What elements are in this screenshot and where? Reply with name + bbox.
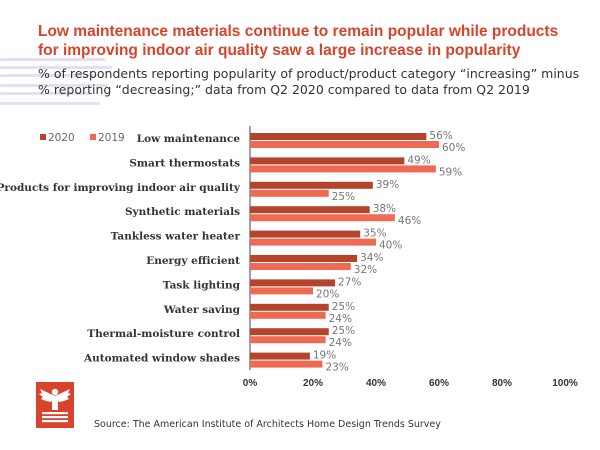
data-label-2019: 60% xyxy=(442,142,465,154)
chart-subtitle: % of respondents reporting popularity of… xyxy=(38,66,580,97)
bar-2019 xyxy=(250,165,436,173)
data-label-2020: 49% xyxy=(407,154,430,166)
bar-2019 xyxy=(250,311,326,319)
aia-eagle-logo-icon xyxy=(36,382,74,428)
bar-2019 xyxy=(250,214,395,222)
data-label-2019: 59% xyxy=(439,166,462,178)
bar-2020 xyxy=(250,352,310,360)
bar-2019 xyxy=(250,336,326,344)
bar-2020 xyxy=(250,206,370,214)
category-label: Low maintenance xyxy=(137,133,241,145)
legend-swatch-2019 xyxy=(90,134,96,140)
bar-2020 xyxy=(250,133,427,140)
bar-2019 xyxy=(250,360,323,368)
data-label-2019: 40% xyxy=(379,240,402,252)
data-label-2019: 32% xyxy=(354,264,377,276)
bar-2020 xyxy=(250,230,361,238)
data-label-2020: 25% xyxy=(332,301,355,313)
x-tick-label: 80% xyxy=(492,378,512,389)
data-label-2020: 39% xyxy=(376,179,399,191)
category-label: Synthetic materials xyxy=(125,206,240,218)
legend-label-2019: 2019 xyxy=(98,132,125,144)
bar-2020 xyxy=(250,279,336,287)
bar-2020 xyxy=(250,328,329,336)
data-label-2020: 38% xyxy=(373,203,396,215)
bar-2019 xyxy=(250,141,439,148)
bar-2020 xyxy=(250,181,373,189)
chart-title: Low maintenance materials continue to re… xyxy=(38,23,559,59)
data-label-2020: 35% xyxy=(363,228,386,240)
bar-2019 xyxy=(250,238,376,246)
data-label-2020: 34% xyxy=(360,252,383,264)
data-label-2020: 56% xyxy=(429,130,452,142)
x-tick-label: 20% xyxy=(303,378,323,389)
category-label: Energy efficient xyxy=(146,255,240,267)
data-label-2019: 20% xyxy=(316,288,339,300)
bar-2019 xyxy=(250,287,313,295)
x-tick-label: 40% xyxy=(366,378,386,389)
bar-2020 xyxy=(250,157,405,165)
category-label: Products for improving indoor air qualit… xyxy=(0,182,241,194)
x-tick-label: 100% xyxy=(552,378,578,389)
category-label: Automated window shades xyxy=(83,353,240,365)
bar-2020 xyxy=(250,255,358,262)
category-label: Tankless water heater xyxy=(111,231,241,243)
legend-label-2020: 2020 xyxy=(48,132,75,144)
data-label-2020: 25% xyxy=(332,325,355,337)
data-label-2019: 24% xyxy=(329,313,352,325)
data-label-2019: 46% xyxy=(398,215,421,227)
legend-swatch-2020 xyxy=(40,134,46,140)
x-tick-label: 0% xyxy=(243,378,258,389)
data-label-2019: 23% xyxy=(325,362,348,374)
data-label-2020: 27% xyxy=(338,276,361,288)
data-label-2020: 19% xyxy=(313,350,336,362)
data-label-2019: 24% xyxy=(329,337,352,349)
category-label: Thermal-moisture control xyxy=(87,328,240,340)
category-label: Water saving xyxy=(163,304,241,316)
category-label: Task lighting xyxy=(163,279,241,291)
bar-2019 xyxy=(250,189,329,197)
bar-2020 xyxy=(250,303,329,311)
x-tick-label: 60% xyxy=(429,378,449,389)
data-label-2019: 25% xyxy=(332,191,355,203)
category-label: Smart thermostats xyxy=(129,157,240,169)
bar-2019 xyxy=(250,263,351,270)
source-note: Source: The American Institute of Archit… xyxy=(94,419,441,430)
